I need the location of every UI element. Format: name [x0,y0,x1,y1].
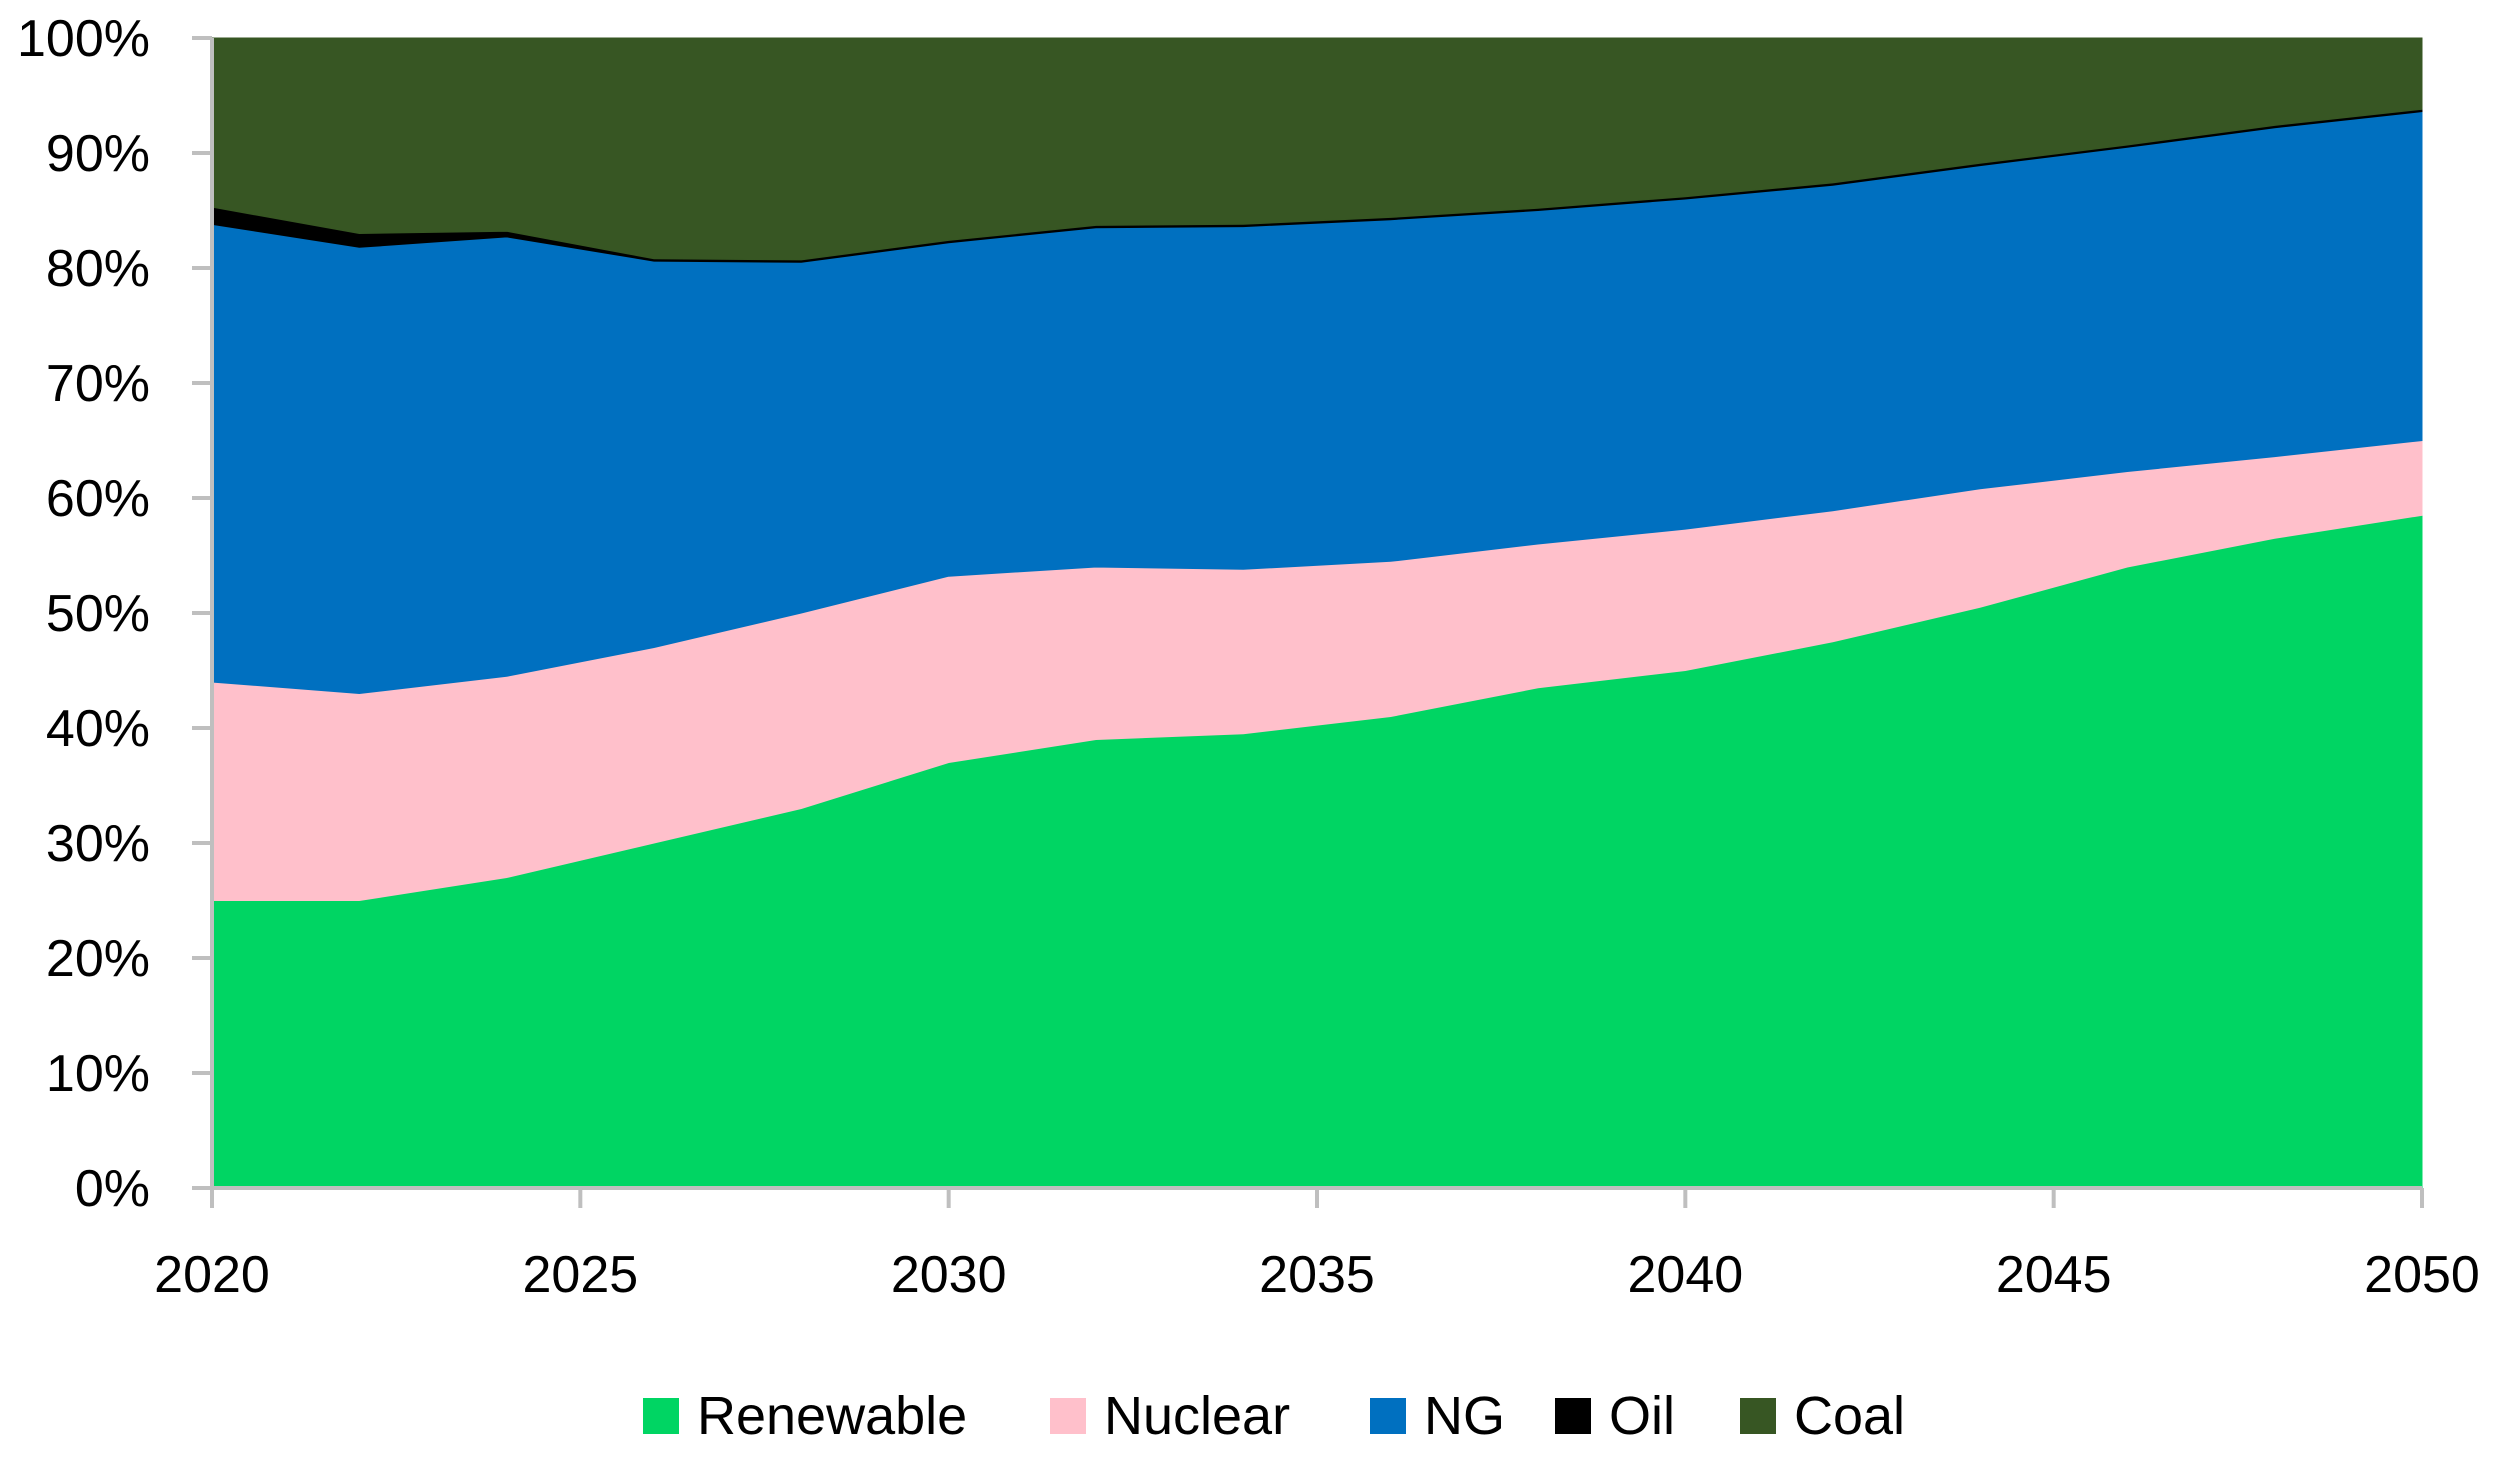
x-tick-label: 2040 [1627,1246,1743,1304]
x-tick-label: 2035 [1259,1246,1375,1304]
legend-item-coal: Coal [1740,1386,1905,1446]
x-tick-label: 2030 [891,1246,1007,1304]
legend-item-renewable: Renewable [643,1386,967,1446]
x-tick-label: 2050 [2364,1246,2480,1304]
legend-label: Renewable [697,1386,967,1446]
legend-item-nuclear: Nuclear [1050,1386,1290,1446]
legend-swatch [1555,1398,1591,1434]
y-tick-label: 80% [46,240,150,298]
legend: Renewable Nuclear NG Oil Coal [643,1386,1905,1446]
legend-label: NG [1424,1386,1505,1446]
y-tick-label: 0% [75,1160,150,1218]
y-tick-label: 90% [46,125,150,183]
x-tick-label: 2025 [522,1246,638,1304]
legend-label: Oil [1609,1386,1675,1446]
legend-swatch [643,1398,679,1434]
x-tick-label: 2020 [154,1246,270,1304]
y-tick-label: 30% [46,815,150,873]
legend-swatch [1050,1398,1086,1434]
y-tick-label: 20% [46,930,150,988]
area-coal [211,37,2423,261]
y-tick-label: 50% [46,585,150,643]
area-series-group [211,37,2423,1189]
y-axis-ticks: 0% 10% 20% 30% 40% 50% 60% 70% 80% 90% 100% [17,10,212,1218]
y-tick-label: 70% [46,355,150,413]
legend-label: Nuclear [1104,1386,1290,1446]
y-tick-label: 10% [46,1045,150,1103]
legend-swatch [1740,1398,1776,1434]
legend-swatch [1370,1398,1406,1434]
x-axis-ticks: 2020 2025 2030 2035 2040 2045 2050 [154,1188,2480,1304]
y-tick-label: 100% [17,10,150,68]
legend-item-ng: NG [1370,1386,1505,1446]
legend-label: Coal [1794,1386,1905,1446]
x-tick-label: 2045 [1996,1246,2112,1304]
y-tick-label: 60% [46,470,150,528]
legend-item-oil: Oil [1555,1386,1675,1446]
y-tick-label: 40% [46,700,150,758]
